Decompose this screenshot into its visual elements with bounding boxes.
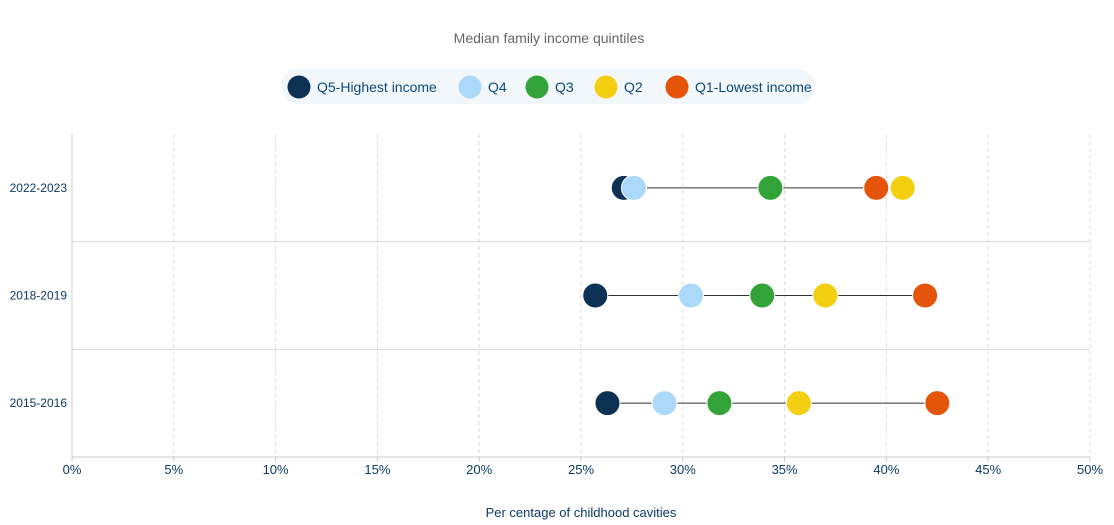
legend-label-1: Q5-Highest income [317, 79, 437, 95]
x-tick-label-2: 10% [263, 462, 289, 477]
point-1-2[interactable] [620, 174, 647, 201]
point-2-4[interactable] [812, 282, 839, 309]
point-3-5[interactable] [924, 390, 951, 417]
legend-label-5: Q1-Lowest income [695, 79, 812, 95]
point-1-3[interactable] [757, 174, 784, 201]
x-axis-title: Per centage of childhood cavities [486, 505, 677, 520]
point-2-5[interactable] [912, 282, 939, 309]
x-tick-label-9: 45% [975, 462, 1001, 477]
x-tick-label-1: 5% [164, 462, 183, 477]
x-tick-label-3: 15% [364, 462, 390, 477]
legend-label-4: Q2 [624, 79, 643, 95]
legend-marker-4 [594, 75, 618, 99]
legend-marker-3 [525, 75, 549, 99]
legend-label-2: Q4 [488, 79, 507, 95]
category-label-1: 2022-2023 [10, 181, 68, 195]
chart-title: Median family income quintiles [454, 30, 645, 46]
category-labels: 2022-2023 2018-2019 2015-2016 [10, 181, 68, 410]
x-tick-label-8: 40% [873, 462, 899, 477]
legend-label-3: Q3 [555, 79, 574, 95]
category-label-2: 2018-2019 [10, 289, 68, 303]
point-3-2[interactable] [651, 390, 678, 417]
legend: Q5-Highest income Q4 Q3 Q2 Q1-Lowest income [281, 69, 815, 104]
x-tick-label-10: 50% [1077, 462, 1103, 477]
point-1-4[interactable] [889, 174, 916, 201]
category-label-3: 2015-2016 [10, 396, 68, 410]
point-3-4[interactable] [785, 390, 812, 417]
point-2-2[interactable] [677, 282, 704, 309]
dumbbells [582, 174, 951, 417]
point-1-5[interactable] [863, 174, 890, 201]
point-3-3[interactable] [706, 390, 733, 417]
x-tick-label-6: 30% [670, 462, 696, 477]
x-tick-label-5: 25% [568, 462, 594, 477]
point-2-1[interactable] [582, 282, 609, 309]
legend-marker-2 [458, 75, 482, 99]
legend-marker-5 [665, 75, 689, 99]
legend-marker-1 [287, 75, 311, 99]
x-tick-label-7: 35% [772, 462, 798, 477]
x-tick-label-4: 20% [466, 462, 492, 477]
x-axis: 0% 5% 10% 15% 20% 25% 30% 35% 40% 45% 50% [63, 457, 1103, 477]
point-3-1[interactable] [594, 390, 621, 417]
point-2-3[interactable] [749, 282, 776, 309]
x-tick-label-0: 0% [63, 462, 82, 477]
